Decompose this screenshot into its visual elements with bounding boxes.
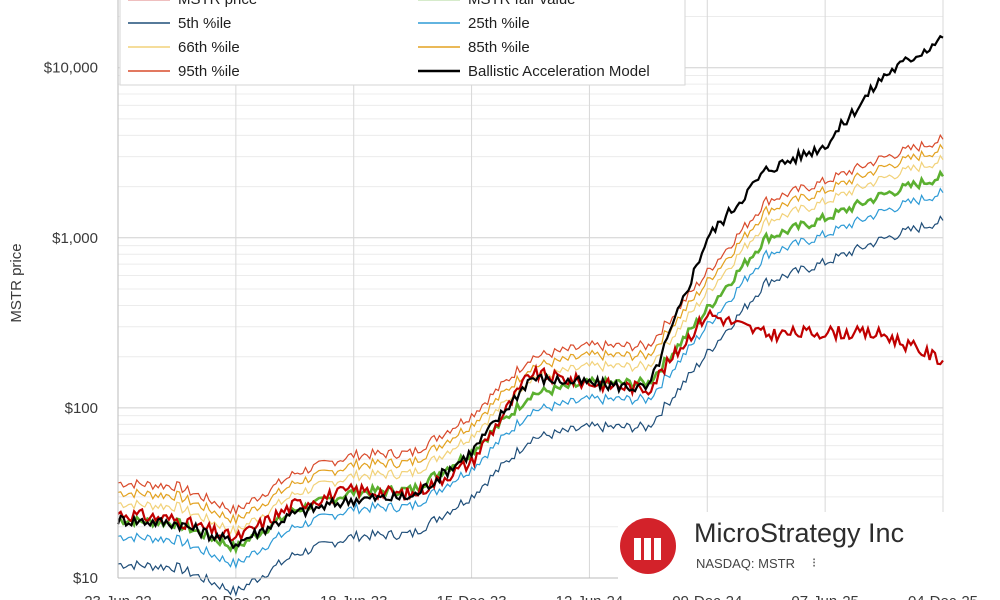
legend-label: MSTR fair value bbox=[468, 0, 576, 8]
y-axis-label: MSTR price bbox=[8, 243, 25, 322]
legend-box bbox=[119, 0, 686, 86]
x-tick-label: 07-Jun-25 bbox=[791, 593, 859, 600]
legend-label: 5th %ile bbox=[178, 15, 231, 32]
series-lines bbox=[116, 34, 944, 550]
legend-label: 95th %ile bbox=[178, 63, 240, 80]
legend: MSTR price MSTR fair value 5th %ile 25th %i… bbox=[119, 0, 686, 86]
legend-label: MSTR price bbox=[178, 0, 257, 8]
x-tick-label: 12-Jun-24 bbox=[556, 593, 624, 600]
band-85th-ile bbox=[117, 143, 944, 526]
x-tick-label: 09-Dec-24 bbox=[672, 593, 742, 600]
x-tick-label: 04-Dec-25 bbox=[908, 593, 978, 600]
company-name: MicroStrategy Inc bbox=[694, 518, 905, 548]
y-tick-label: $10 bbox=[73, 570, 98, 587]
series-ballistic-acceleration-model bbox=[116, 34, 944, 550]
grid bbox=[117, 0, 944, 579]
y-tick-label: $100 bbox=[65, 400, 98, 417]
band-66th-ile bbox=[117, 154, 944, 537]
microstrategy-logo-icon bbox=[620, 518, 676, 574]
band-95th-ile bbox=[117, 133, 944, 516]
legend-label: Ballistic Acceleration Model bbox=[468, 63, 650, 80]
info-dots-icon[interactable]: ⁝ bbox=[812, 555, 817, 570]
ticker-symbol: NASDAQ: MSTR bbox=[696, 556, 795, 571]
band-25th-ile bbox=[117, 187, 944, 570]
x-tick-label: 18-Jun-23 bbox=[320, 593, 388, 600]
x-tick-label: 15-Dec-23 bbox=[437, 593, 507, 600]
band-5th-ile bbox=[117, 215, 944, 597]
x-tick-label: 20-Dec-22 bbox=[201, 593, 271, 600]
series-fair-value bbox=[117, 169, 945, 555]
company-badge: MicroStrategy Inc NASDAQ: MSTR ⁝ bbox=[618, 512, 948, 582]
legend-label: 85th %ile bbox=[468, 39, 530, 56]
percentile-bands bbox=[117, 133, 945, 597]
y-tick-label: $1,000 bbox=[52, 230, 98, 247]
x-tick-label: 23-Jun-22 bbox=[84, 593, 152, 600]
legend-label: 25th %ile bbox=[468, 15, 530, 32]
y-tick-label: $10,000 bbox=[44, 60, 98, 77]
legend-label: 66th %ile bbox=[178, 39, 240, 56]
